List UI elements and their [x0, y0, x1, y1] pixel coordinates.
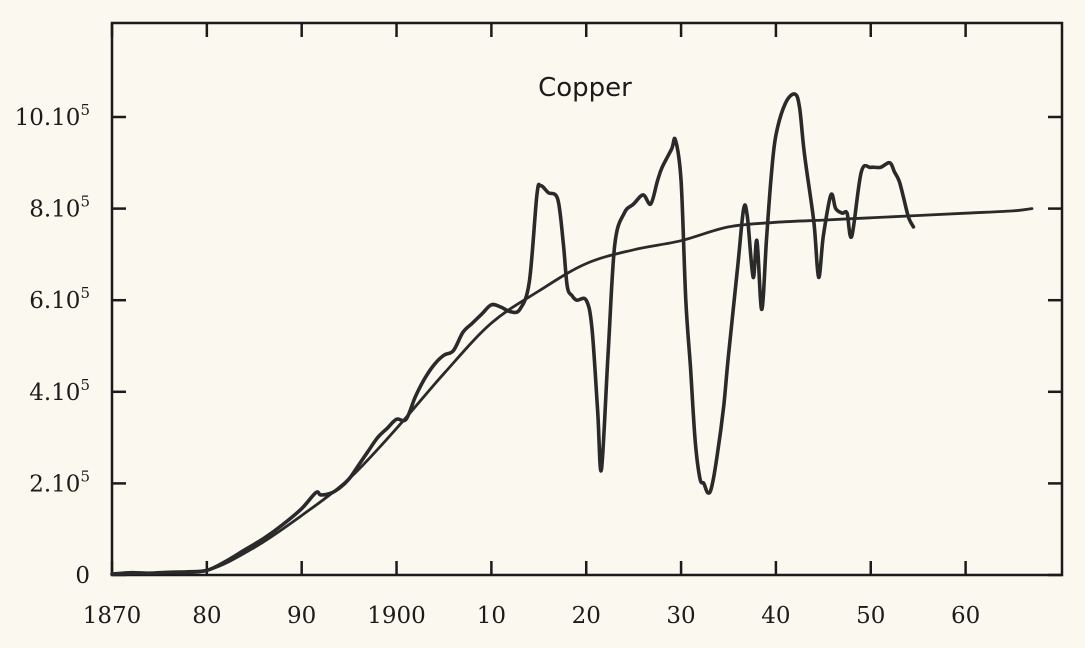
y-tick-label-base: 10.10 — [15, 105, 81, 131]
y-tick-label: 4.105 — [29, 376, 90, 406]
y-tick-label-base: 0 — [75, 563, 90, 589]
y-tick-label-exponent: 5 — [80, 284, 90, 302]
y-tick-label-exponent: 5 — [80, 101, 90, 119]
y-tick-label: 2.105 — [29, 467, 90, 497]
y-tick-label-base: 2.10 — [29, 471, 80, 497]
x-tick-label: 1870 — [83, 603, 142, 629]
x-tick-label: 10 — [477, 603, 506, 629]
series-line-fitted — [110, 207, 1034, 576]
y-tick-label: 10.105 — [15, 101, 90, 131]
y-tick-label-exponent: 5 — [80, 193, 90, 211]
y-tick-label-exponent: 5 — [80, 467, 90, 485]
y-tick-label-base: 4.10 — [29, 380, 80, 406]
x-tick-label: 80 — [192, 603, 221, 629]
series-line-observed — [110, 92, 916, 576]
x-tick-label: 1900 — [367, 603, 426, 629]
y-tick-label-exponent: 5 — [80, 376, 90, 394]
y-tick-label-base: 6.10 — [29, 288, 80, 314]
series-layer — [110, 92, 1034, 576]
x-tick-label: 60 — [951, 603, 980, 629]
x-tick-label: 50 — [856, 603, 885, 629]
x-tick-label: 30 — [666, 603, 695, 629]
y-tick-label: 8.105 — [29, 193, 90, 223]
y-tick-label: 6.105 — [29, 284, 90, 314]
x-tick-label: 40 — [761, 603, 790, 629]
series-annotation-copper: Copper — [538, 73, 632, 103]
y-tick-label: 0 — [75, 563, 90, 589]
ticks-layer: 1870 80 90 1900 10 20 30 40 50 6002.1054.1056.105… — [15, 23, 1062, 629]
x-tick-label: 90 — [287, 603, 316, 629]
y-tick-label-base: 8.10 — [29, 197, 80, 223]
x-tick-label: 20 — [572, 603, 601, 629]
